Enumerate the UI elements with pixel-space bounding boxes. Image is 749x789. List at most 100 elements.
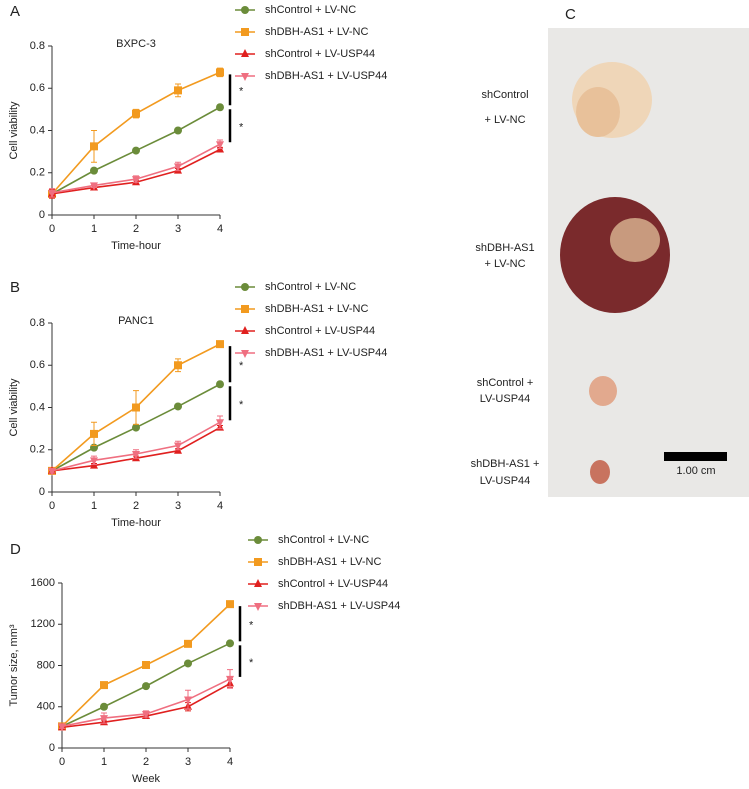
photo-label: LV-USP44 — [480, 393, 531, 405]
legend-marker — [241, 49, 249, 57]
x-tick-label: 2 — [133, 223, 139, 235]
marker — [132, 450, 140, 459]
x-axis-label: Week — [132, 773, 160, 785]
marker — [174, 86, 182, 95]
legend-marker — [241, 326, 249, 334]
marker — [132, 423, 140, 432]
legend-marker — [241, 350, 249, 358]
legend-marker — [241, 73, 249, 81]
scale-bar — [664, 452, 727, 461]
y-axis-label: Cell viability — [8, 378, 20, 437]
significance-label: * — [249, 657, 254, 669]
legend-marker — [241, 6, 249, 14]
panel-letter: D — [10, 541, 21, 558]
marker — [100, 681, 108, 690]
legend-label: shDBH-AS1 + LV-NC — [265, 303, 368, 315]
marker — [216, 340, 224, 349]
photo-label: shDBH-AS1 — [475, 242, 534, 254]
x-axis-label: Time-hour — [111, 240, 161, 252]
marker — [48, 467, 56, 476]
legend-label: shControl + LV-USP44 — [265, 48, 375, 60]
x-axis-label: Time-hour — [111, 517, 161, 529]
photo-label: shDBH-AS1 + — [471, 458, 540, 470]
x-tick-label: 0 — [59, 756, 65, 768]
x-tick-label: 0 — [49, 500, 55, 512]
photo-label: shControl — [481, 89, 528, 101]
legend-label: shControl + LV-NC — [278, 534, 369, 546]
y-axis-label: Tumor size, mm³ — [8, 624, 20, 706]
significance-label: * — [239, 86, 244, 98]
tumor-shade — [576, 87, 620, 137]
y-tick-label: 0 — [39, 209, 45, 221]
legend-label: shControl + LV-USP44 — [265, 325, 375, 337]
y-tick-label: 0.6 — [30, 82, 45, 94]
legend-marker — [254, 536, 262, 544]
legend-label: shDBH-AS1 + LV-USP44 — [265, 347, 387, 359]
y-tick-label: 0.8 — [30, 40, 45, 52]
tumor — [589, 376, 617, 406]
legend-label: shControl + LV-NC — [265, 4, 356, 16]
marker — [132, 176, 140, 185]
marker — [142, 660, 150, 669]
x-tick-label: 4 — [217, 500, 223, 512]
panel-letter: A — [10, 3, 20, 20]
marker — [226, 675, 234, 684]
marker — [226, 600, 234, 609]
tumor — [590, 460, 610, 484]
marker — [48, 189, 56, 198]
marker — [174, 163, 182, 172]
marker — [174, 442, 182, 451]
x-tick-label: 2 — [143, 756, 149, 768]
x-tick-label: 3 — [175, 500, 181, 512]
panel-letter: B — [10, 279, 20, 296]
photo-label: LV-USP44 — [480, 475, 531, 487]
marker — [174, 361, 182, 370]
x-tick-label: 4 — [227, 756, 233, 768]
y-tick-label: 0.4 — [30, 124, 45, 136]
marker — [174, 126, 182, 135]
marker — [100, 715, 108, 724]
y-tick-label: 0.2 — [30, 167, 45, 179]
legend-marker — [241, 283, 249, 291]
y-tick-label: 800 — [37, 659, 55, 671]
y-tick-label: 0.8 — [30, 317, 45, 329]
legend-marker — [241, 28, 249, 36]
marker — [216, 68, 224, 77]
marker — [216, 103, 224, 112]
marker — [216, 419, 224, 428]
marker — [132, 109, 140, 118]
marker — [132, 146, 140, 155]
marker — [132, 403, 140, 412]
scale-bar-label: 1.00 cm — [676, 465, 715, 477]
marker — [90, 142, 98, 151]
photo-label: + LV-NC — [484, 258, 525, 270]
marker — [184, 659, 192, 668]
marker — [184, 696, 192, 705]
marker — [142, 682, 150, 691]
significance-label: * — [239, 122, 244, 134]
y-tick-label: 0.6 — [30, 359, 45, 371]
x-tick-label: 4 — [217, 223, 223, 235]
marker — [90, 166, 98, 175]
legend-label: shDBH-AS1 + LV-NC — [265, 26, 368, 38]
marker — [58, 723, 66, 732]
marker — [142, 710, 150, 719]
legend-marker — [241, 305, 249, 313]
series-line — [51, 148, 221, 195]
legend-marker — [254, 603, 262, 611]
x-tick-label: 3 — [175, 223, 181, 235]
marker — [100, 702, 108, 711]
y-tick-label: 0.4 — [30, 401, 45, 413]
y-tick-label: 400 — [37, 701, 55, 713]
x-tick-label: 2 — [133, 500, 139, 512]
significance-label: * — [239, 399, 244, 411]
legend-label: shControl + LV-NC — [265, 281, 356, 293]
legend-marker — [254, 579, 262, 587]
marker — [174, 402, 182, 411]
tumor-shade — [610, 218, 660, 262]
legend-marker — [254, 558, 262, 566]
marker — [90, 182, 98, 191]
tumor — [560, 197, 670, 313]
marker — [216, 380, 224, 389]
